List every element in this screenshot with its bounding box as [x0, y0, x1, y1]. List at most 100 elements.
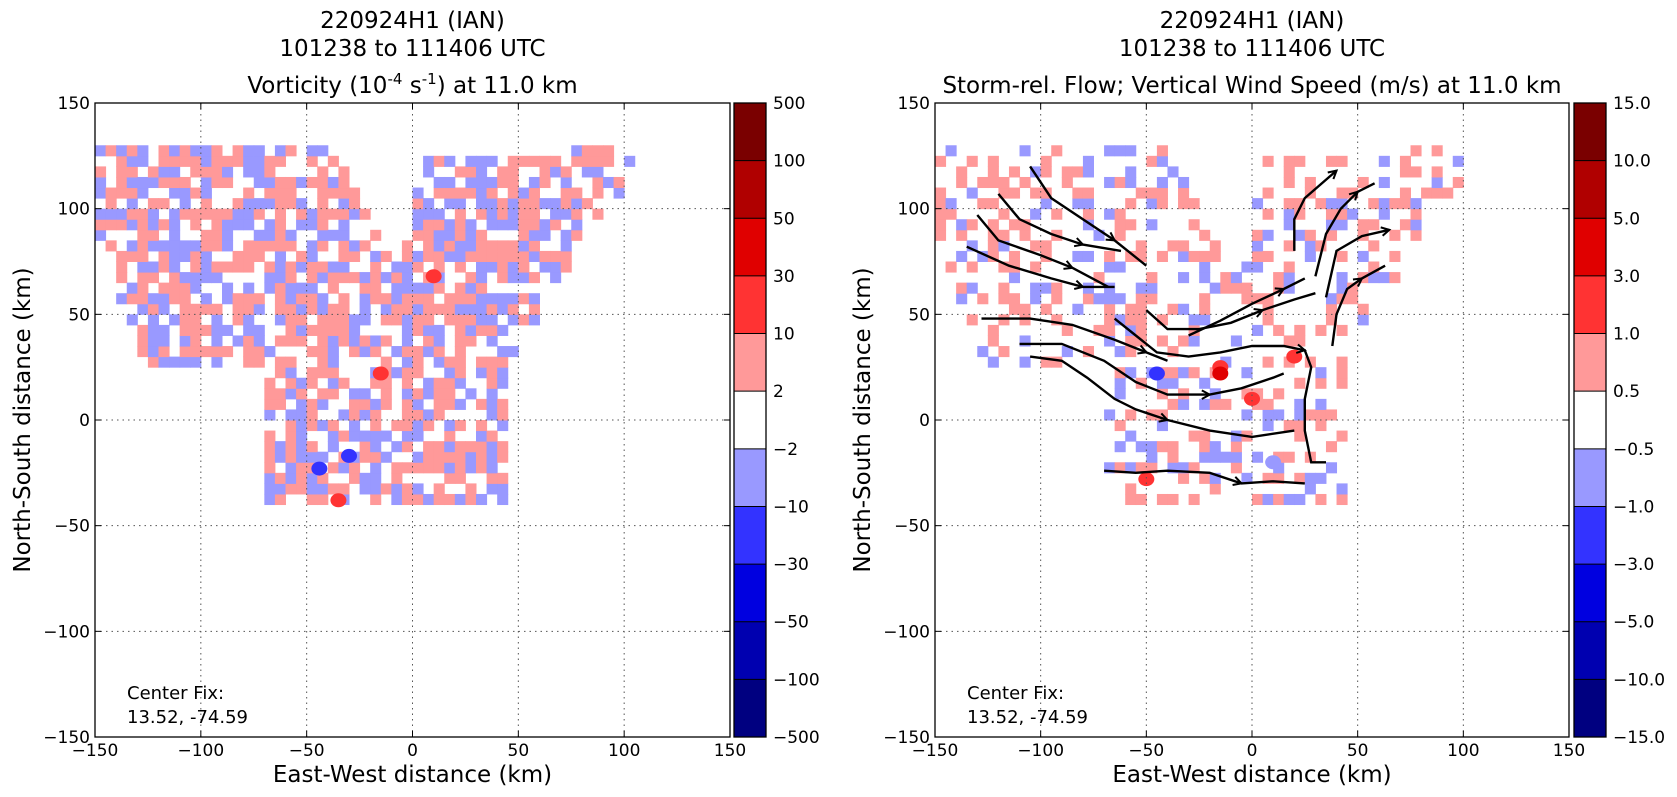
field-cell — [497, 493, 509, 506]
field-cell — [391, 303, 403, 315]
colorbar-band — [734, 679, 766, 738]
field-cell — [169, 356, 181, 368]
field-cell — [1199, 250, 1211, 262]
field-cell — [1294, 229, 1306, 241]
field-cell — [1378, 272, 1390, 284]
field-cell — [1262, 229, 1274, 241]
field-cell — [296, 250, 308, 262]
field-cell — [317, 272, 329, 284]
field-cell — [539, 219, 551, 231]
field-cell — [264, 166, 276, 178]
field-cell — [412, 293, 424, 305]
field-cell — [1114, 293, 1126, 305]
field-cell — [412, 398, 424, 410]
field-cell — [222, 293, 234, 305]
field-cell — [1178, 472, 1190, 484]
field-cell — [1294, 430, 1306, 442]
field-cell — [1051, 282, 1063, 294]
field-cell — [560, 229, 572, 241]
field-cell — [296, 335, 308, 347]
field-cell — [476, 420, 488, 432]
field-cell — [327, 346, 339, 358]
field-cell — [1252, 493, 1264, 506]
field-cell — [1040, 282, 1052, 294]
field-cell — [200, 176, 212, 189]
field-cell — [444, 472, 456, 484]
field-cell — [1336, 377, 1348, 389]
field-cell — [296, 462, 308, 474]
field-cell — [264, 261, 276, 273]
field-cell — [1336, 187, 1348, 199]
streamline-arrow — [1253, 308, 1265, 318]
field-cell — [296, 324, 308, 336]
field-cell — [327, 367, 339, 379]
field-cell — [518, 229, 530, 241]
field-cell — [560, 166, 572, 178]
field-cell — [476, 293, 488, 305]
field-cell — [179, 324, 191, 336]
field-cell — [1167, 346, 1179, 358]
field-cell — [497, 272, 509, 284]
field-cell — [1410, 145, 1422, 157]
field-cell — [1040, 155, 1052, 167]
field-cell — [370, 293, 382, 305]
chart-title-line1: 220924H1 (IAN) — [320, 8, 505, 34]
field-cell — [126, 208, 138, 220]
field-cell — [349, 472, 361, 484]
field-cell — [1283, 208, 1295, 220]
field-cell — [1061, 324, 1073, 336]
field-cell — [1082, 187, 1094, 199]
field-cell — [296, 282, 308, 294]
field-cell — [285, 462, 297, 474]
field-cell — [137, 155, 149, 167]
field-cell — [370, 335, 382, 347]
field-cell — [497, 324, 509, 336]
field-cell — [349, 420, 361, 432]
field-cell — [222, 208, 234, 220]
field-cell — [274, 472, 286, 484]
colorbar-tick-label: 10 — [773, 325, 795, 345]
field-cell — [528, 219, 540, 231]
field-cell — [380, 377, 392, 389]
field-cell — [454, 451, 466, 463]
field-cell — [454, 240, 466, 252]
field-cell — [274, 441, 286, 453]
field-cell — [497, 250, 509, 262]
field-cell — [1104, 314, 1116, 326]
field-cell — [412, 282, 424, 294]
field-cell — [1167, 462, 1179, 474]
field-cell — [401, 493, 413, 506]
field-cell — [1072, 198, 1084, 210]
field-cell — [359, 240, 371, 252]
field-cell — [158, 282, 170, 294]
field-cell — [507, 261, 519, 273]
field-cell — [211, 303, 223, 315]
field-cell — [1156, 187, 1168, 199]
x-tick-label: −150 — [72, 741, 119, 761]
field-cell — [211, 324, 223, 336]
field-cell — [1072, 250, 1084, 262]
field-cell — [401, 324, 413, 336]
field-cell — [296, 293, 308, 305]
y-tick-label: 150 — [58, 94, 90, 114]
field-cell — [528, 293, 540, 305]
field-cell — [465, 462, 477, 474]
field-cell — [296, 451, 308, 463]
field-cell — [1146, 155, 1158, 167]
field-cell — [147, 219, 159, 231]
title-superscript: -1 — [422, 70, 437, 88]
field-cell — [147, 346, 159, 358]
field-cell — [412, 420, 424, 432]
field-cell — [1135, 303, 1147, 315]
field-cell — [380, 388, 392, 400]
field-spot — [425, 269, 442, 284]
chart-title-line2: 101238 to 111406 UTC — [1119, 36, 1385, 62]
field-cell — [264, 155, 276, 167]
field-cell — [401, 367, 413, 379]
field-cell — [507, 208, 519, 220]
field-cell — [359, 430, 371, 442]
field-cell — [401, 420, 413, 432]
field-cell — [1410, 166, 1422, 178]
field-cell — [306, 250, 318, 262]
field-cell — [518, 261, 530, 273]
